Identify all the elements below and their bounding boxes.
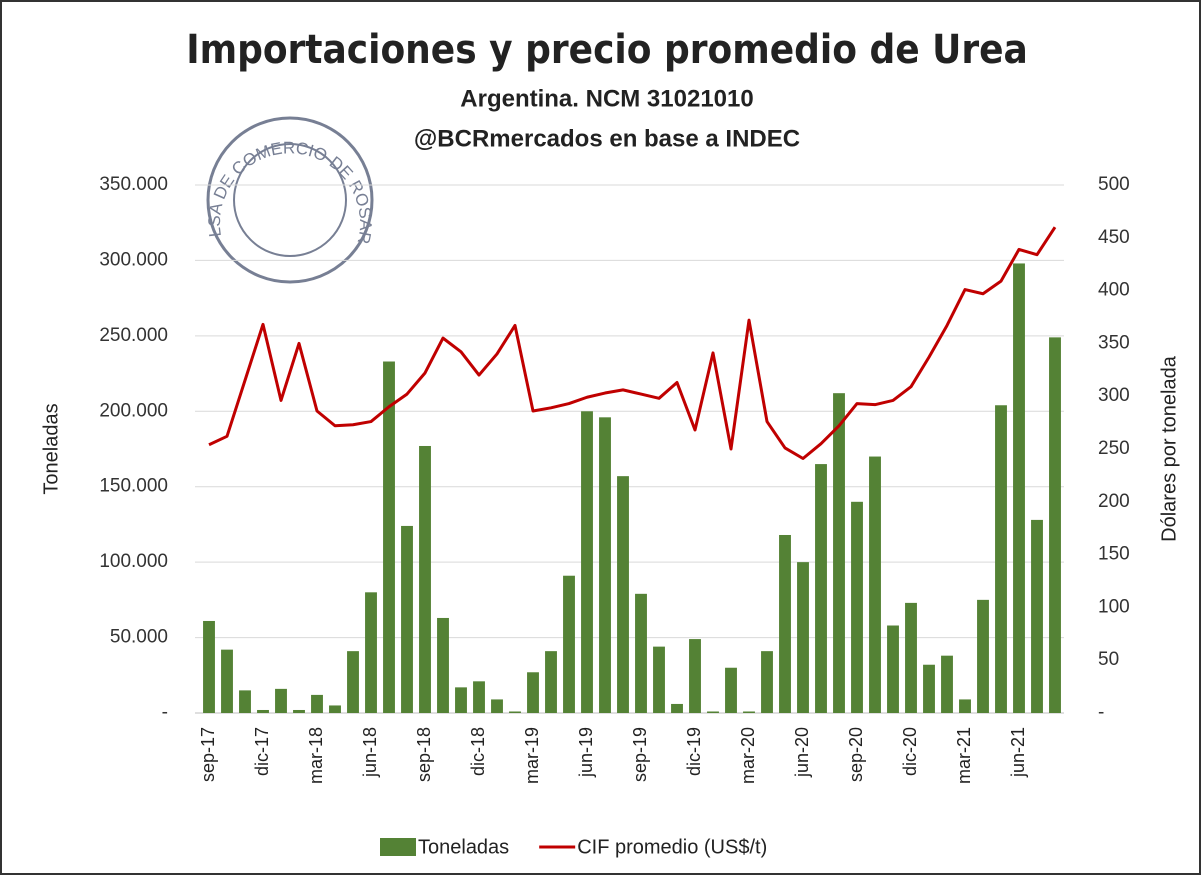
x-tick-label: dic-19: [684, 727, 704, 776]
line: [208, 226, 1057, 461]
chart-source: @BCRmercados en base a INDEC: [414, 125, 800, 152]
bar: [833, 393, 845, 713]
chart-subtitle: Argentina. NCM 31021010: [460, 85, 753, 112]
bar: [635, 593, 647, 713]
bar: [581, 411, 593, 713]
logo-ring: [206, 116, 374, 284]
y2-tick-label: 300: [1098, 385, 1130, 406]
bar: [617, 476, 629, 713]
x-tick-label: mar-20: [738, 727, 758, 784]
bar: [293, 709, 305, 713]
legend-swatch: [380, 838, 416, 856]
bar: [797, 562, 809, 713]
bar: [473, 681, 485, 713]
bar: [599, 417, 611, 713]
bar: [671, 703, 683, 713]
y-axis-label: Toneladas: [40, 403, 62, 494]
bar: [419, 445, 431, 713]
bar: [779, 534, 791, 713]
bar: [905, 602, 917, 713]
y-tick-label: 50.000: [110, 627, 168, 648]
x-tick-label: sep-20: [846, 727, 866, 782]
bar: [221, 649, 233, 713]
y2-tick-label: 350: [1098, 332, 1130, 353]
y-tick-label: 300.000: [99, 249, 168, 270]
bar: [545, 651, 557, 713]
bar: [761, 651, 773, 713]
bar: [203, 620, 215, 713]
y2-tick-label: 450: [1098, 227, 1130, 248]
bar: [437, 617, 449, 713]
y2-tick-label: -: [1098, 702, 1104, 723]
legend-label: Toneladas: [418, 836, 509, 858]
bar: [923, 664, 935, 713]
bar: [977, 599, 989, 713]
bar: [509, 711, 521, 713]
y2-tick-label: 50: [1098, 649, 1119, 670]
bar: [329, 705, 341, 713]
y2-tick-label: 100: [1098, 596, 1130, 617]
bar: [383, 361, 395, 713]
legend-label: CIF promedio (US$/t): [577, 836, 767, 858]
bar: [401, 525, 413, 713]
y2-tick-label: 150: [1098, 544, 1130, 565]
y2-tick-label: 200: [1098, 491, 1130, 512]
y-tick-label: 100.000: [99, 551, 168, 572]
bar: [527, 672, 539, 713]
x-tick-label: dic-20: [900, 727, 920, 776]
y-tick-label: 350.000: [99, 174, 168, 195]
x-tick-label: dic-18: [468, 727, 488, 776]
x-tick-label: mar-21: [954, 727, 974, 784]
y2-axis-label: Dólares por tonelada: [1158, 355, 1180, 542]
bar: [995, 405, 1007, 713]
x-tick-label: mar-19: [522, 727, 542, 784]
bar: [869, 456, 881, 713]
bar: [347, 651, 359, 713]
y-tick-label: 250.000: [99, 325, 168, 346]
y-tick-label: 150.000: [99, 476, 168, 497]
x-tick-label: sep-18: [414, 727, 434, 782]
x-tick-label: jun-21: [1008, 727, 1028, 778]
bar: [959, 699, 971, 713]
y-tick-label: 200.000: [99, 400, 168, 421]
chart-title: Importaciones y precio promedio de Urea: [186, 27, 1028, 73]
y-tick-label: -: [162, 702, 168, 723]
x-tick-label: sep-17: [198, 727, 218, 782]
bar: [311, 694, 323, 713]
bar: [653, 646, 665, 713]
bar: [743, 711, 755, 713]
bar: [887, 625, 899, 713]
bar: [455, 687, 467, 713]
x-tick-label: sep-19: [630, 727, 650, 782]
logo-ring: [233, 143, 347, 257]
x-tick-label: jun-19: [576, 727, 596, 778]
bar: [815, 464, 827, 713]
bar: [707, 711, 719, 713]
y2-tick-label: 400: [1098, 280, 1130, 301]
bar: [563, 575, 575, 713]
x-tick-label: dic-17: [252, 727, 272, 776]
bar: [725, 667, 737, 713]
x-tick-label: jun-20: [792, 727, 812, 778]
x-tick-label: jun-18: [360, 727, 380, 778]
bar: [365, 592, 377, 713]
bar: [941, 655, 953, 713]
bar: [689, 639, 701, 713]
y2-tick-label: 250: [1098, 438, 1130, 459]
x-tick-label: mar-18: [306, 727, 326, 784]
bar: [257, 709, 269, 713]
bar: [275, 688, 287, 713]
bar: [1031, 519, 1043, 713]
bar: [851, 501, 863, 713]
bar: [1013, 263, 1025, 713]
bar: [239, 690, 251, 713]
bar: [491, 699, 503, 713]
y2-tick-label: 500: [1098, 174, 1130, 195]
bar: [1049, 337, 1061, 713]
